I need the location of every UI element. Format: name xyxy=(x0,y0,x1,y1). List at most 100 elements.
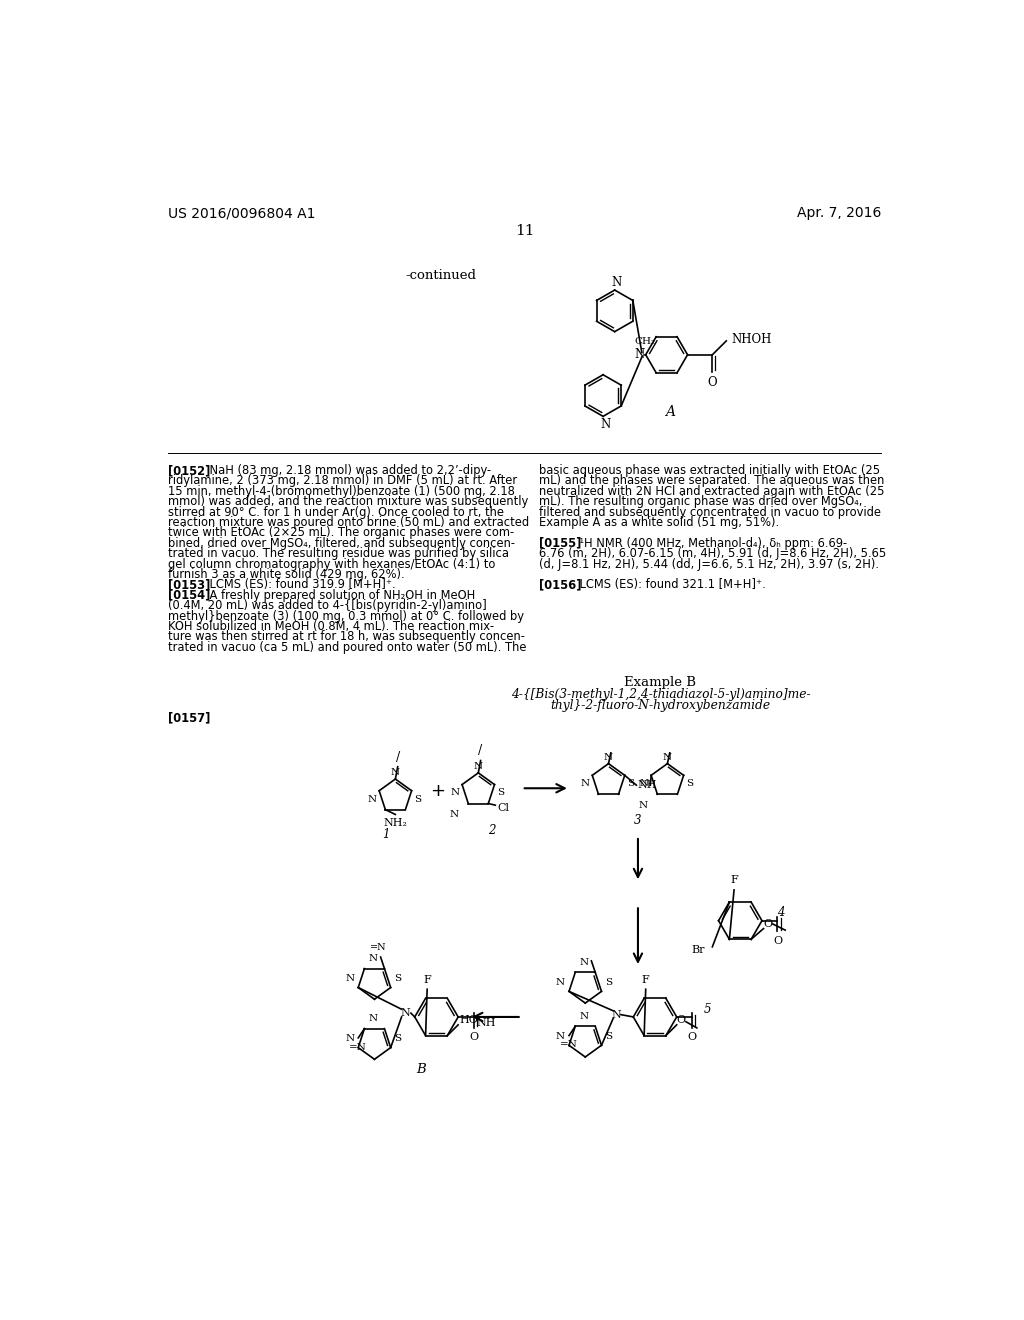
Text: NHOH: NHOH xyxy=(731,333,771,346)
Text: N: N xyxy=(345,1034,354,1043)
Text: N: N xyxy=(450,810,459,818)
Text: N: N xyxy=(474,763,483,771)
Text: N: N xyxy=(368,795,377,804)
Text: NH: NH xyxy=(477,1018,497,1028)
Text: methyl}benzoate (3) (100 mg, 0.3 mmol) at 0° C. followed by: methyl}benzoate (3) (100 mg, 0.3 mmol) a… xyxy=(168,610,524,623)
Text: A freshly prepared solution of NH₂OH in MeOH: A freshly prepared solution of NH₂OH in … xyxy=(198,589,475,602)
Text: (0.4M, 20 mL) was added to 4-{[bis(pyridin-2-yl)amino]: (0.4M, 20 mL) was added to 4-{[bis(pyrid… xyxy=(168,599,487,612)
Text: =N: =N xyxy=(560,1040,578,1049)
Text: 4-{[Bis(3-methyl-1,2,4-thiadiazol-5-yl)amino]me-: 4-{[Bis(3-methyl-1,2,4-thiadiazol-5-yl)a… xyxy=(511,688,810,701)
Text: =N: =N xyxy=(349,1043,368,1052)
Text: F: F xyxy=(642,974,649,985)
Text: 3: 3 xyxy=(634,814,642,828)
Text: /: / xyxy=(478,744,482,758)
Text: N: N xyxy=(345,974,354,983)
Text: twice with EtOAc (2×25 mL). The organic phases were com-: twice with EtOAc (2×25 mL). The organic … xyxy=(168,527,514,540)
Text: 1: 1 xyxy=(382,829,390,841)
Text: O: O xyxy=(764,919,773,929)
Text: KOH solubilized in MeOH (0.8M, 4 mL). The reaction mix-: KOH solubilized in MeOH (0.8M, 4 mL). Th… xyxy=(168,620,495,634)
Text: =N: =N xyxy=(370,942,387,952)
Text: ¹H NMR (400 MHz, Methanol-d₄), δₕ ppm: 6.69-: ¹H NMR (400 MHz, Methanol-d₄), δₕ ppm: 6… xyxy=(568,537,847,550)
Text: [0152]: [0152] xyxy=(168,465,211,477)
Text: gel column chromatography with hexanes/EtOAc (4:1) to: gel column chromatography with hexanes/E… xyxy=(168,557,496,570)
Text: N: N xyxy=(580,958,588,966)
Text: ture was then stirred at rt for 18 h, was subsequently concen-: ture was then stirred at rt for 18 h, wa… xyxy=(168,631,525,643)
Text: N: N xyxy=(369,1014,378,1023)
Text: N: N xyxy=(639,801,648,810)
Text: NaH (83 mg, 2.18 mmol) was added to 2,2’-dipy-: NaH (83 mg, 2.18 mmol) was added to 2,2’… xyxy=(198,465,490,477)
Text: (d, J=8.1 Hz, 2H), 5.44 (dd, J=6.6, 5.1 Hz, 2H), 3.97 (s, 2H).: (d, J=8.1 Hz, 2H), 5.44 (dd, J=6.6, 5.1 … xyxy=(539,557,879,570)
Text: LCMS (ES): found 319.9 [M+H]⁺.: LCMS (ES): found 319.9 [M+H]⁺. xyxy=(198,578,395,591)
Text: [0156]: [0156] xyxy=(539,578,582,591)
Text: bined, dried over MgSO₄, filtered, and subsequently concen-: bined, dried over MgSO₄, filtered, and s… xyxy=(168,537,515,550)
Text: S: S xyxy=(394,974,401,983)
Text: N: N xyxy=(640,779,649,788)
Text: -continued: -continued xyxy=(406,269,476,282)
Text: O: O xyxy=(708,376,717,389)
Text: 4: 4 xyxy=(777,907,784,920)
Text: S: S xyxy=(394,1034,401,1043)
Text: basic aqueous phase was extracted initially with EtOAc (25: basic aqueous phase was extracted initia… xyxy=(539,465,880,477)
Text: Apr. 7, 2016: Apr. 7, 2016 xyxy=(797,206,882,220)
Text: A: A xyxy=(666,405,676,418)
Text: N: N xyxy=(400,1008,411,1018)
Text: N: N xyxy=(604,754,613,762)
Text: N: N xyxy=(611,1010,622,1019)
Text: O: O xyxy=(469,1032,478,1043)
Text: 5: 5 xyxy=(703,1003,712,1016)
Text: N: N xyxy=(635,348,645,362)
Text: S: S xyxy=(414,795,421,804)
Text: [0157]: [0157] xyxy=(168,711,211,725)
Text: F: F xyxy=(423,974,431,985)
Text: trated in vacuo (ca 5 mL) and poured onto water (50 mL). The: trated in vacuo (ca 5 mL) and poured ont… xyxy=(168,640,526,653)
Text: O: O xyxy=(688,1032,696,1043)
Text: reaction mixture was poured onto brine (50 mL) and extracted: reaction mixture was poured onto brine (… xyxy=(168,516,529,529)
Text: Br: Br xyxy=(691,945,705,954)
Text: O: O xyxy=(677,1015,686,1026)
Text: Example A as a white solid (51 mg, 51%).: Example A as a white solid (51 mg, 51%). xyxy=(539,516,779,529)
Text: NH: NH xyxy=(638,780,657,791)
Text: N: N xyxy=(556,978,565,987)
Text: filtered and subsequently concentrated in vacuo to provide: filtered and subsequently concentrated i… xyxy=(539,506,881,519)
Text: +: + xyxy=(430,783,445,800)
Text: [0153]: [0153] xyxy=(168,578,211,591)
Text: mL) and the phases were separated. The aqueous was then: mL) and the phases were separated. The a… xyxy=(539,474,884,487)
Text: NH₂: NH₂ xyxy=(383,817,408,828)
Text: ridylamine, 2 (373 mg, 2.18 mmol) in DMF (5 mL) at rt. After: ridylamine, 2 (373 mg, 2.18 mmol) in DMF… xyxy=(168,474,517,487)
Text: 2: 2 xyxy=(488,824,496,837)
Text: N: N xyxy=(451,788,460,797)
Text: thyl}-2-fluoro-N-hydroxybenzamide: thyl}-2-fluoro-N-hydroxybenzamide xyxy=(550,700,770,711)
Text: S: S xyxy=(686,779,693,788)
Text: 6.76 (m, 2H), 6.07-6.15 (m, 4H), 5.91 (d, J=8.6 Hz, 2H), 5.65: 6.76 (m, 2H), 6.07-6.15 (m, 4H), 5.91 (d… xyxy=(539,548,886,560)
Text: N: N xyxy=(600,418,610,430)
Text: N: N xyxy=(556,1032,565,1040)
Text: trated in vacuo. The resulting residue was purified by silica: trated in vacuo. The resulting residue w… xyxy=(168,548,509,560)
Text: mmol) was added, and the reaction mixture was subsequently: mmol) was added, and the reaction mixtur… xyxy=(168,495,528,508)
Text: /: / xyxy=(395,751,399,763)
Text: [0154]: [0154] xyxy=(168,589,211,602)
Text: 15 min, methyl-4-(bromomethyl)benzoate (1) (500 mg, 2.18: 15 min, methyl-4-(bromomethyl)benzoate (… xyxy=(168,484,515,498)
Text: N: N xyxy=(391,768,400,777)
Text: 11: 11 xyxy=(515,224,535,238)
Text: N: N xyxy=(369,954,378,964)
Text: CH₂: CH₂ xyxy=(635,337,656,346)
Text: neutralized with 2N HCl and extracted again with EtOAc (25: neutralized with 2N HCl and extracted ag… xyxy=(539,484,885,498)
Text: [0155]: [0155] xyxy=(539,537,582,550)
Text: Example B: Example B xyxy=(625,676,696,689)
Text: N: N xyxy=(581,779,590,788)
Text: HO: HO xyxy=(460,1015,478,1026)
Text: Cl: Cl xyxy=(497,804,509,813)
Text: LCMS (ES): found 321.1 [M+H]⁺.: LCMS (ES): found 321.1 [M+H]⁺. xyxy=(568,578,766,591)
Text: F: F xyxy=(730,875,738,886)
Text: S: S xyxy=(627,779,634,788)
Text: US 2016/0096804 A1: US 2016/0096804 A1 xyxy=(168,206,315,220)
Text: S: S xyxy=(605,1032,612,1040)
Text: N: N xyxy=(612,276,623,289)
Text: stirred at 90° C. for 1 h under Ar(g). Once cooled to rt, the: stirred at 90° C. for 1 h under Ar(g). O… xyxy=(168,506,504,519)
Text: S: S xyxy=(605,978,612,987)
Text: B: B xyxy=(416,1063,426,1076)
Text: N: N xyxy=(580,1012,588,1020)
Text: O: O xyxy=(773,936,782,946)
Text: mL). The resulting organic phase was dried over MgSO₄,: mL). The resulting organic phase was dri… xyxy=(539,495,862,508)
Text: furnish 3 as a white solid (429 mg, 62%).: furnish 3 as a white solid (429 mg, 62%)… xyxy=(168,568,404,581)
